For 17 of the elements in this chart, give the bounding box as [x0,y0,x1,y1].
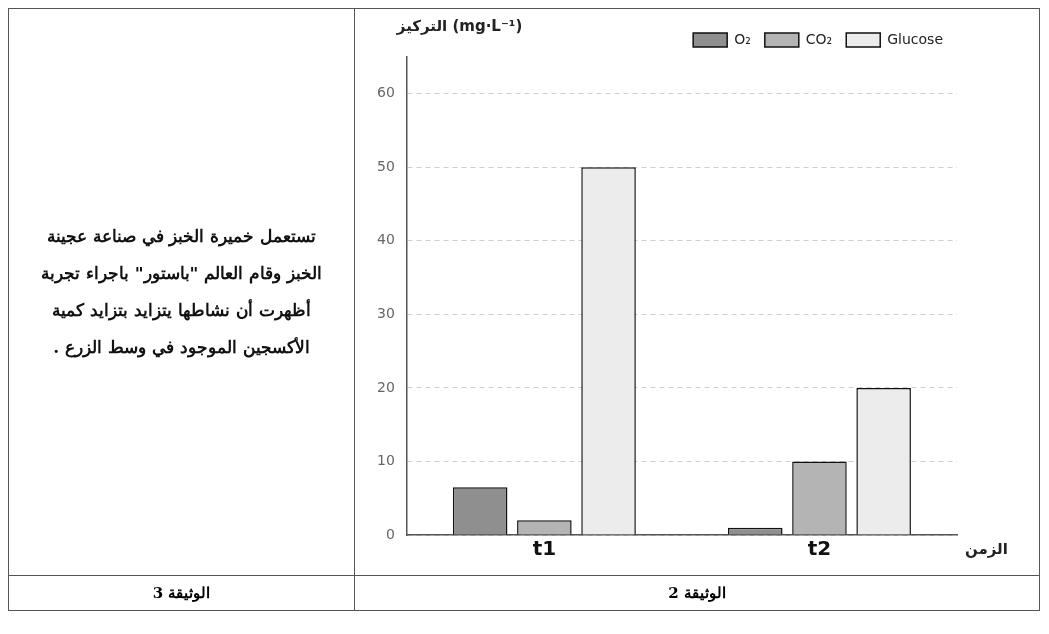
x-tick-label: t1 [532,536,557,561]
y-tick-label: 60 [376,84,395,101]
y-tick-label: 20 [376,378,395,395]
text: تستعمل خميرة الخبز في صناعة عجينة الخبز وقام العالم "باستور" باجراء تجربة أظهرت أن نشاطها يتزايد بتزايد كمية الأكسجين الموجود في وسط الزرع . [39,225,324,360]
y-tick-label: 40 [376,231,395,248]
legend-label: Glucose [887,30,943,47]
y-tick-label: 0 [385,525,395,542]
x-axis-title: الزمن [965,540,1008,559]
y-axis-title: التركيز (mg·L⁻¹) [395,17,523,36]
legend-label: CO₂ [805,30,833,47]
x-tick-label: t2 [807,536,832,561]
y-tick-label: 30 [376,305,395,322]
y-tick-label: 10 [376,452,395,469]
y-tick-label: 50 [376,157,395,174]
text: الوثيقة 2 [355,575,1039,610]
legend-label: O₂ [734,30,751,47]
text: الوثيقة 3 [9,575,354,610]
